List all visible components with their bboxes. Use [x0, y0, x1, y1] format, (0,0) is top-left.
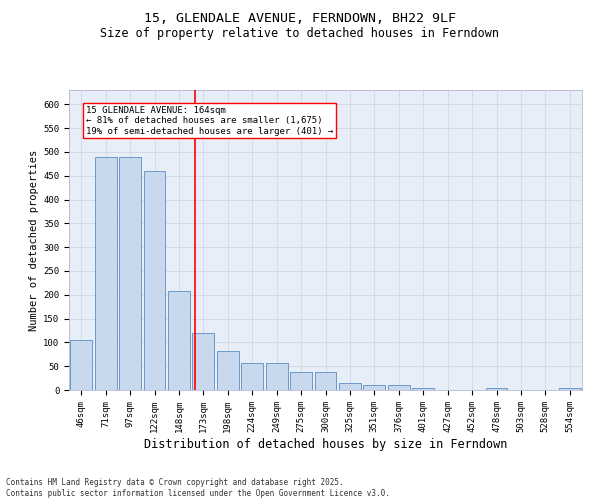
Y-axis label: Number of detached properties: Number of detached properties [29, 150, 39, 330]
Text: Size of property relative to detached houses in Ferndown: Size of property relative to detached ho… [101, 28, 499, 40]
Bar [143, 171, 166, 390]
Bar [119, 156, 141, 390]
Bar [168, 291, 190, 390]
Bar [388, 385, 410, 390]
Bar [193, 333, 214, 390]
Bar [314, 372, 337, 390]
X-axis label: Distribution of detached houses by size in Ferndown: Distribution of detached houses by size … [144, 438, 507, 450]
Text: 15, GLENDALE AVENUE, FERNDOWN, BH22 9LF: 15, GLENDALE AVENUE, FERNDOWN, BH22 9LF [144, 12, 456, 26]
Bar [364, 385, 385, 390]
Bar [95, 156, 116, 390]
Bar [70, 340, 92, 390]
Bar [485, 388, 508, 390]
Text: 15 GLENDALE AVENUE: 164sqm
← 81% of detached houses are smaller (1,675)
19% of s: 15 GLENDALE AVENUE: 164sqm ← 81% of deta… [86, 106, 333, 136]
Bar [290, 372, 312, 390]
Bar [266, 363, 287, 390]
Bar [339, 384, 361, 390]
Bar [217, 351, 239, 390]
Bar [241, 363, 263, 390]
Bar [412, 388, 434, 390]
Text: Contains HM Land Registry data © Crown copyright and database right 2025.
Contai: Contains HM Land Registry data © Crown c… [6, 478, 390, 498]
Bar [559, 388, 581, 390]
